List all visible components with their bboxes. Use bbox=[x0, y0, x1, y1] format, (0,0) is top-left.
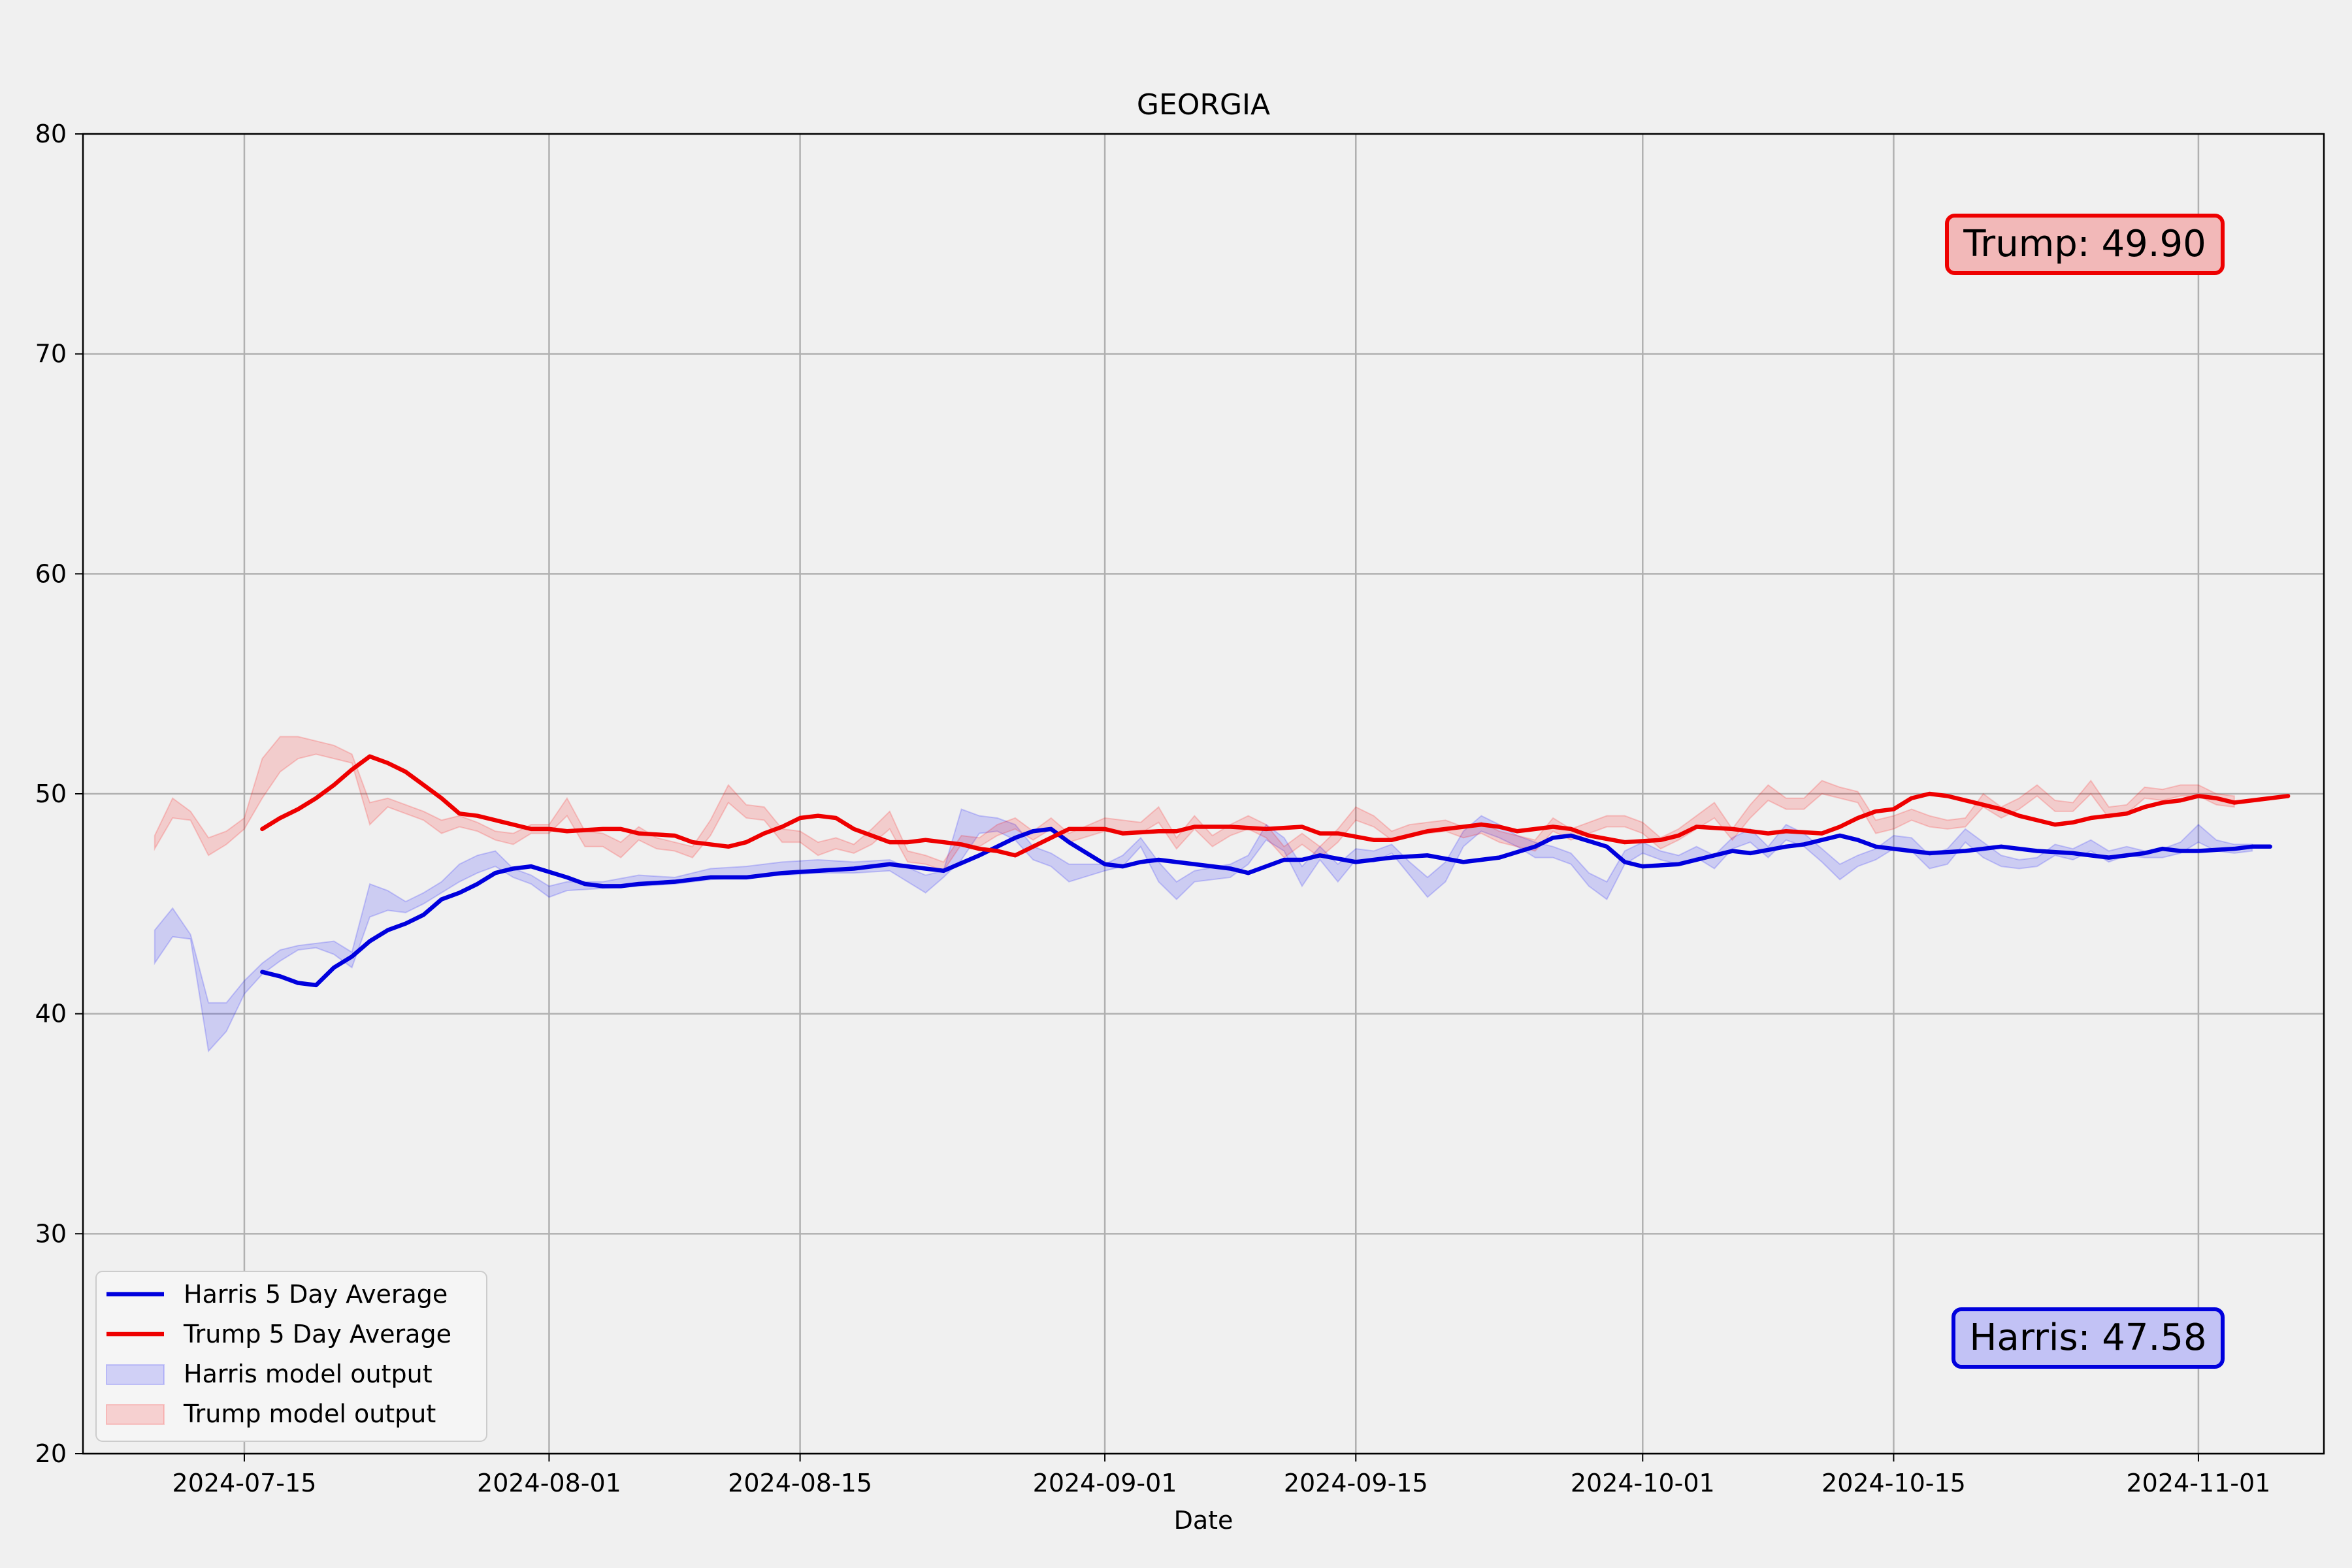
x-tick-label: 2024-10-01 bbox=[1571, 1469, 1715, 1497]
y-tick-label: 80 bbox=[35, 120, 67, 148]
x-tick-label: 2024-08-15 bbox=[728, 1469, 872, 1497]
legend-swatch-band bbox=[106, 1364, 165, 1385]
x-tick-label: 2024-09-01 bbox=[1033, 1469, 1177, 1497]
trump-annotation-text: Trump: 49.90 bbox=[1963, 223, 2206, 265]
x-tick-label: 2024-08-01 bbox=[477, 1469, 621, 1497]
legend-label: Harris 5 Day Average bbox=[184, 1280, 448, 1309]
average-lines bbox=[260, 754, 2291, 988]
legend: Harris 5 Day Average Trump 5 Day Average H… bbox=[95, 1271, 487, 1442]
model-output-bands bbox=[154, 736, 2253, 1053]
y-tick-label: 20 bbox=[35, 1439, 67, 1468]
y-tick-label: 50 bbox=[35, 779, 67, 808]
x-axis-ticks: 2024-07-15 2024-08-01 2024-08-15 2024-09-01… bbox=[172, 1454, 2270, 1497]
x-tick-label: 2024-09-15 bbox=[1284, 1469, 1428, 1497]
harris-annotation-text: Harris: 47.58 bbox=[1969, 1316, 2206, 1359]
legend-label: Harris model output bbox=[184, 1360, 433, 1388]
y-tick-label: 70 bbox=[35, 340, 67, 368]
harris-model-output-band bbox=[154, 808, 2253, 1053]
trump-model-output-band bbox=[154, 736, 2235, 872]
x-axis-label: Date bbox=[1174, 1506, 1233, 1535]
harris-annotation-box bbox=[1952, 1307, 2225, 1369]
trump-annotation: Trump: 49.90 bbox=[1945, 214, 2225, 275]
harris-annotation: Harris: 47.58 bbox=[1952, 1307, 2225, 1369]
y-tick-label: 60 bbox=[35, 559, 67, 588]
harris-5-day-average-line bbox=[260, 826, 2272, 988]
y-axis-ticks: 20 30 40 50 60 70 80 bbox=[35, 120, 83, 1468]
legend-label: Trump 5 Day Average bbox=[183, 1320, 451, 1348]
legend-label: Trump model output bbox=[183, 1399, 436, 1428]
x-tick-label: 2024-10-15 bbox=[1821, 1469, 1966, 1497]
trump-annotation-box bbox=[1945, 214, 2225, 275]
trump-5-day-average-line bbox=[260, 754, 2291, 858]
x-tick-label: 2024-11-01 bbox=[2126, 1469, 2270, 1497]
legend-items: Harris 5 Day Average Trump 5 Day Average H… bbox=[106, 1280, 451, 1428]
y-tick-label: 30 bbox=[35, 1219, 67, 1248]
legend-swatch-band bbox=[106, 1404, 165, 1425]
x-tick-label: 2024-07-15 bbox=[172, 1469, 317, 1497]
chart-title: GEORGIA bbox=[1137, 88, 1270, 122]
legend-box bbox=[95, 1271, 487, 1442]
y-tick-label: 40 bbox=[35, 1000, 67, 1028]
